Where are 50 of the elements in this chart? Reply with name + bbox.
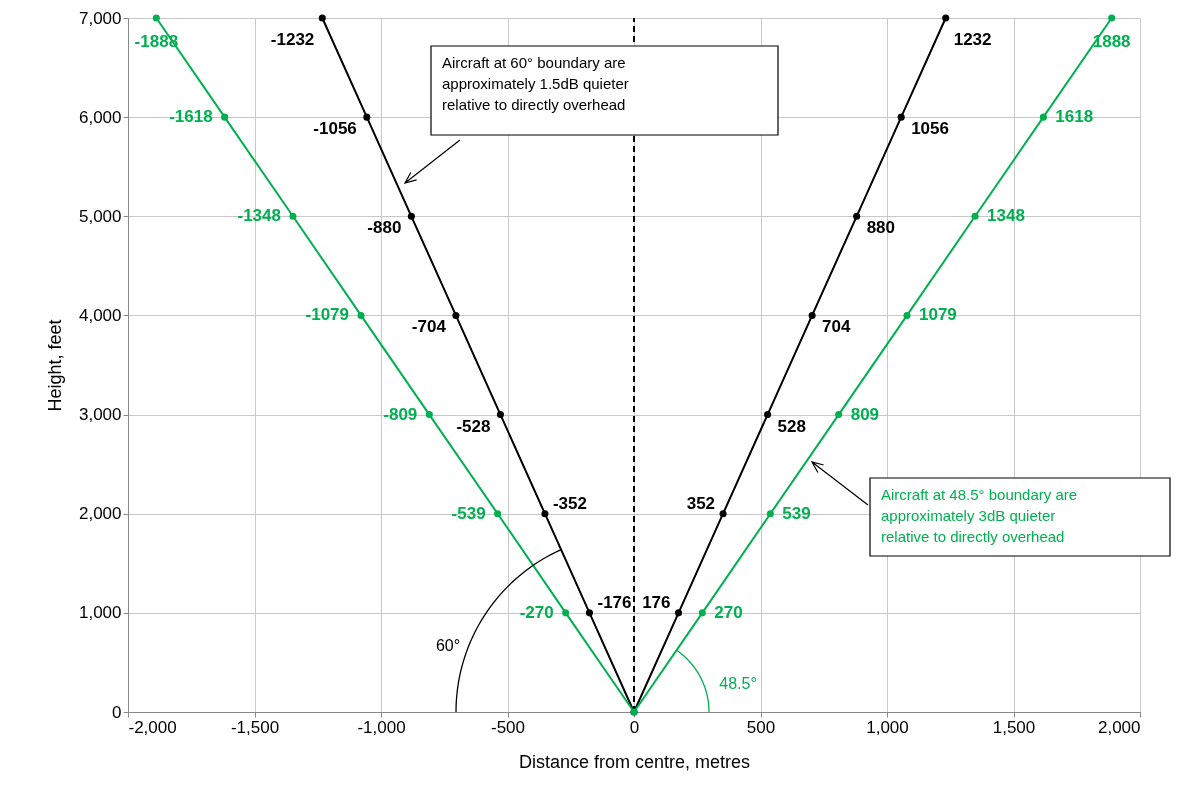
- y-tick-label: 3,000: [78, 405, 122, 425]
- annotation: -528: [456, 416, 491, 436]
- annotation: 1618: [1055, 107, 1094, 127]
- annotation: 1232: [953, 30, 992, 49]
- annotation: 60°: [435, 637, 461, 654]
- x-axis-title: Distance from centre, metres: [518, 751, 751, 772]
- annotation: -352: [552, 493, 587, 513]
- annotation: -1348: [237, 206, 281, 226]
- x-tick-label: 2,000: [1097, 717, 1141, 737]
- annotation: 270: [714, 602, 743, 622]
- annotation: 1079: [918, 305, 957, 325]
- annotation: 1056: [911, 119, 949, 139]
- annotation: 176: [642, 592, 671, 612]
- y-tick-label: 4,000: [78, 305, 122, 325]
- annotation: -809: [383, 404, 418, 424]
- annotation: -1618: [169, 107, 213, 127]
- y-tick-label: 1,000: [78, 603, 122, 623]
- annotation: 352: [686, 493, 716, 513]
- annotation: 48.5°: [719, 675, 757, 692]
- y-tick-label: 2,000: [78, 504, 122, 524]
- y-tick-label: 0: [112, 702, 122, 722]
- annotation: 528: [777, 416, 806, 436]
- annotation: 880: [866, 218, 896, 238]
- x-tick-label: -1,000: [357, 717, 406, 737]
- annotation: -1056: [313, 119, 357, 139]
- x-tick-label: 1,500: [992, 717, 1036, 737]
- annotation: 809: [850, 404, 880, 424]
- annotation: -1232: [270, 30, 315, 49]
- x-tick-label: -500: [490, 717, 526, 737]
- x-tick-label: -1,500: [230, 717, 280, 737]
- x-tick-label: 0: [629, 717, 640, 737]
- y-axis-title: Height, feet: [44, 319, 65, 412]
- x-tick-label: -2,000: [128, 717, 177, 737]
- annotation: 1888: [1092, 32, 1131, 51]
- annotation: -539: [451, 503, 486, 523]
- annotation: 704: [822, 317, 852, 337]
- annotation: -704: [411, 317, 447, 337]
- annotation: -176: [597, 592, 632, 612]
- y-tick-label: 6,000: [78, 107, 122, 127]
- y-tick-label: 7,000: [78, 8, 122, 28]
- y-tick-label: 5,000: [78, 206, 122, 226]
- annotation: -1079: [305, 305, 350, 325]
- annotation: Aircraft at 48.5° boundary are approximately 3dB quieter relative to directly overhead: [881, 486, 1078, 545]
- x-tick-label: 1,000: [866, 717, 909, 737]
- annotation: 1348: [987, 206, 1025, 226]
- x-tick-label: 500: [746, 717, 776, 737]
- annotation: Aircraft at 60° boundary are approximately 1.5dB quieter relative to directly overhead: [442, 54, 629, 113]
- annotation: -270: [519, 602, 554, 622]
- annotation: -880: [367, 218, 402, 238]
- annotation: 539: [782, 503, 811, 523]
